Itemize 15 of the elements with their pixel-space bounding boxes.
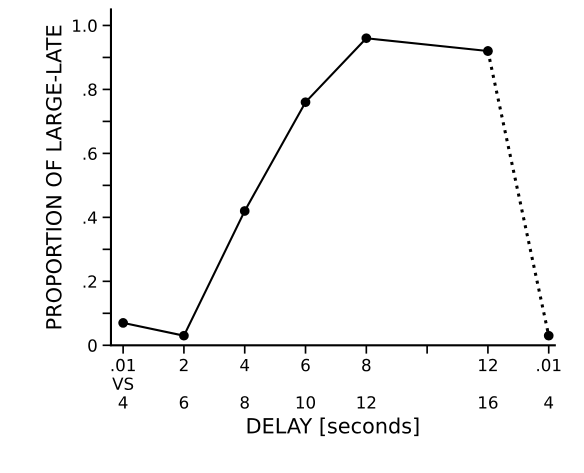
category-label: 12 16 [479,358,498,409]
y-tick-label: .2 [84,275,96,288]
y-axis-title: PROPORTION OF LARGE-LATE [46,26,62,328]
category-label: 8 12 [358,358,376,408]
y-tick-label: .8 [84,83,97,96]
category-label: .01 4 [537,358,560,408]
y-tick-label: .6 [84,147,97,160]
y-tick-label: 1.0 [73,19,97,32]
category-label: 6 10 [296,358,316,409]
y-tick-label: 0 [88,339,97,352]
x-axis-title: DELAY [seconds] [248,417,418,436]
category-label: 2 6 [180,358,188,409]
x-tick-label: .01 VS 4 [112,358,135,408]
y-tick-label: .4 [84,212,97,224]
category-label: 4 8 [240,358,250,409]
